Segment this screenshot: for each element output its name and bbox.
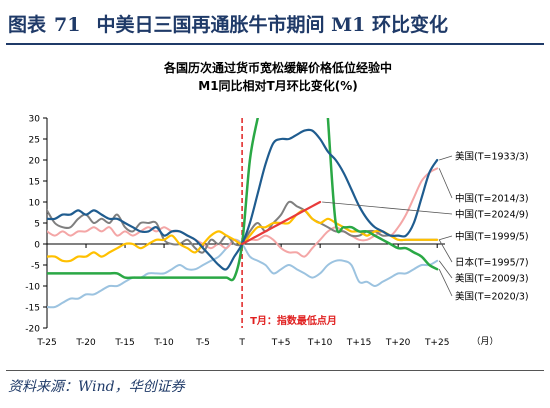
series-line-6	[47, 118, 259, 282]
x-tick-label: T-15	[114, 338, 134, 348]
y-tick-label: 30	[29, 115, 41, 125]
source-note: 资料来源：Wind，华创证券	[8, 379, 185, 395]
legend-label: 中国(T=2024/9)	[455, 209, 529, 221]
legend-label: 美国(T=2009/3)	[455, 273, 529, 285]
legend-leader	[439, 155, 453, 161]
legend-leader	[439, 235, 453, 241]
m1-chart: 各国历次通过货币宽松缓解价格低位经验中 M1同比相对T月环比变化(%) -20 -15…	[25, 60, 529, 348]
x-tick-label: T-20	[75, 338, 96, 348]
y-tick-label: 5	[34, 220, 40, 230]
y-tick-label: -10	[25, 283, 40, 293]
y-tick-label: 20	[29, 157, 41, 167]
legend-label: 中国(T=1999/5)	[455, 231, 529, 243]
header-rule	[6, 43, 544, 45]
figure-title: 图表 71 中美日三国再通胀牛市期间 M1 环比变化	[8, 10, 448, 37]
y-tick-label: -15	[25, 304, 40, 314]
legend-leader	[438, 260, 453, 279]
chart-subtitle: M1同比相对T月环比变化(%)	[198, 78, 357, 93]
y-tick-label: 0	[34, 241, 40, 251]
series-line-2	[241, 200, 322, 246]
legend-label: 日本(T=1995/7)	[455, 257, 529, 269]
y-tick-label: -5	[31, 262, 40, 272]
figure-caption: 中美日三国再通胀牛市期间 M1 环比变化	[96, 14, 448, 36]
chart-title: 各国历次通过货币宽松缓解价格低位经验中	[163, 60, 392, 75]
figure-header: 图表 71 中美日三国再通胀牛市期间 M1 环比变化	[0, 0, 550, 44]
figure-number: 71	[54, 14, 81, 36]
x-tick-label: T-10	[153, 338, 174, 348]
x-tick-label: T-5	[195, 338, 210, 348]
series-line-6	[326, 118, 439, 271]
x-tick-label: T-25	[36, 338, 56, 348]
footer-rule	[6, 370, 544, 371]
legend-leader	[438, 269, 453, 297]
legend-leader	[438, 168, 453, 199]
x-tick-label: T+20	[385, 338, 411, 348]
x-tick-label: T+10	[307, 338, 333, 348]
y-tick-label: 10	[29, 199, 41, 209]
legend-leader	[322, 201, 453, 215]
y-tick-label: -20	[25, 325, 40, 335]
x-tick-label: T+25	[424, 338, 450, 348]
legend-label: 中国(T=2014/3)	[455, 193, 529, 205]
legend-label: 美国(T=1933/3)	[455, 151, 529, 163]
y-tick-label: 25	[29, 136, 40, 146]
y-tick-label: 15	[29, 178, 40, 188]
legend-label: 美国(T=2020/3)	[455, 291, 529, 303]
x-tick-label: T+5	[271, 338, 291, 348]
figure-label: 图表	[8, 14, 47, 36]
t-month-label: T月：指数最低点月	[250, 314, 337, 327]
x-tick-label: T+15	[346, 338, 372, 348]
x-tick-label: T	[238, 338, 245, 348]
legend-leader	[438, 239, 453, 263]
x-axis-unit: （月）	[471, 336, 498, 347]
